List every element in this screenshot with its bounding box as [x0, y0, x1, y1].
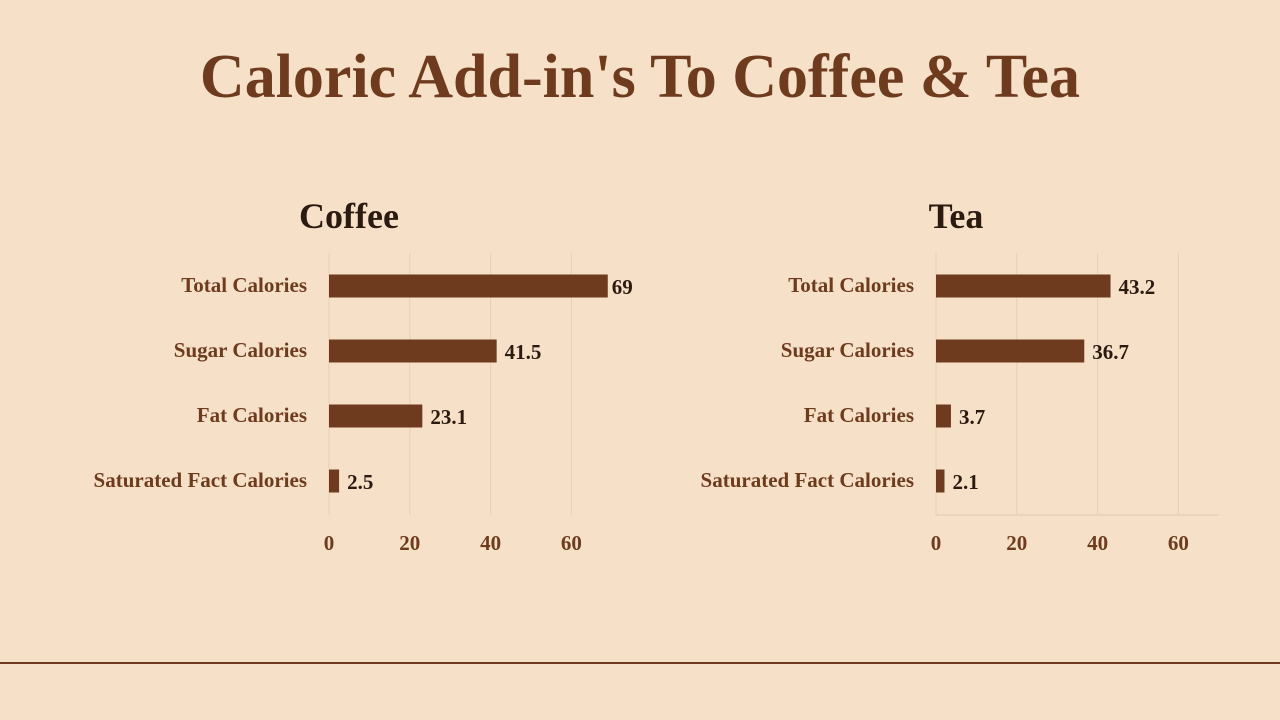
bottom-divider [0, 662, 1280, 664]
bar [329, 339, 497, 363]
data-label: 43.2 [1119, 275, 1156, 299]
x-tick-label: 20 [399, 531, 420, 555]
page-title: Caloric Add-in's To Coffee & Tea [199, 43, 1081, 111]
x-tick-label: 0 [324, 531, 335, 555]
data-label: 3.7 [959, 405, 985, 429]
data-label: 41.5 [505, 340, 542, 364]
data-label: 36.7 [1092, 340, 1129, 364]
category-label: Sugar Calories [174, 338, 307, 362]
x-tick-label: 60 [561, 531, 582, 555]
bar [329, 404, 423, 428]
chart-title: Coffee [299, 196, 399, 236]
category-label: Saturated Fact Calories [701, 468, 914, 492]
bar [936, 404, 951, 428]
category-label: Total Calories [181, 273, 307, 297]
x-tick-label: 20 [1006, 531, 1027, 555]
category-label: Total Calories [788, 273, 914, 297]
x-tick-label: 40 [480, 531, 501, 555]
bar [329, 469, 340, 493]
chart-tea: Tea 0 20 40 60 Total Calories 43.2 Sugar Calori… [701, 196, 1219, 555]
data-label: 2.1 [952, 470, 978, 494]
chart-coffee: Coffee 0 20 40 60 Total Calories 69 Sugar Calor… [94, 196, 633, 555]
bar [936, 339, 1085, 363]
x-tick-label: 0 [931, 531, 942, 555]
bar [329, 274, 608, 298]
bar [936, 274, 1111, 298]
data-label: 2.5 [347, 470, 373, 494]
category-label: Saturated Fact Calories [94, 468, 307, 492]
chart-title: Tea [929, 196, 984, 236]
x-tick-label: 40 [1087, 531, 1108, 555]
category-label: Sugar Calories [781, 338, 914, 362]
x-tick-label: 60 [1168, 531, 1189, 555]
data-label: 69 [612, 275, 633, 299]
bar [936, 469, 945, 493]
category-label: Fat Calories [197, 403, 307, 427]
category-label: Fat Calories [804, 403, 914, 427]
data-label: 23.1 [430, 405, 467, 429]
